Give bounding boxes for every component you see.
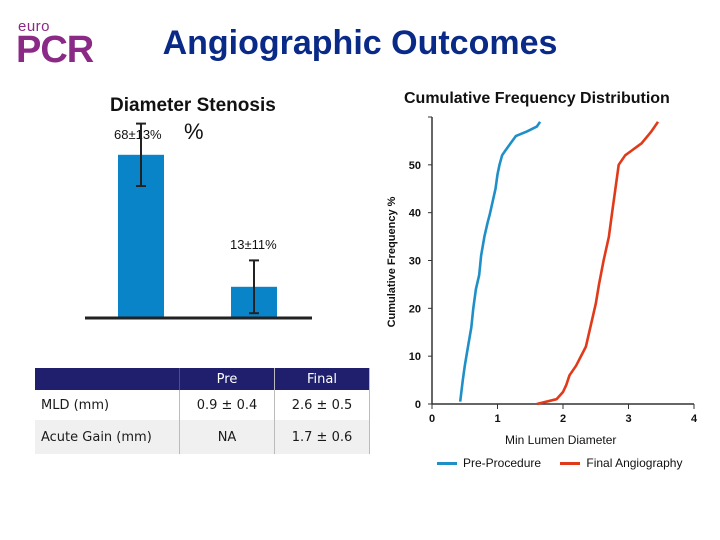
cfd-y-tick-label: 0 [415,399,421,411]
legend-swatch-pre [437,462,457,466]
cfd-y-tick-label: 10 [409,351,421,363]
table-row-label: MLD (mm) [35,390,180,420]
table-header-row: Pre Final [35,368,370,390]
cfd-y-tick-label: 50 [409,160,421,172]
outcomes-table: Pre Final MLD (mm) 0.9 ± 0.4 2.6 ± 0.5 A… [35,368,370,454]
logo-euro-text: euro [18,18,51,35]
legend-label-final: Final Angiography [586,456,683,470]
table-row: Acute Gain (mm) NA 1.7 ± 0.6 [35,420,370,454]
cfd-x-axis-label: Min Lumen Diameter [505,433,617,447]
cfd-x-tick-label: 2 [560,413,566,425]
bar-data-label-pre: 68±13% [114,127,162,142]
table-header-blank [35,368,180,390]
table-header-final: Final [274,368,370,390]
table-header-pre: Pre [179,368,275,390]
table-cell-final: 2.6 ± 0.5 [274,390,370,420]
table-cell-final: 1.7 ± 0.6 [274,420,370,454]
legend-item-pre: Pre-Procedure [437,456,541,470]
table-row: MLD (mm) 0.9 ± 0.4 2.6 ± 0.5 [35,390,370,420]
series-line-pre-procedure [458,121,542,402]
legend-label-pre: Pre-Procedure [463,456,542,470]
table-row-label: Acute Gain (mm) [35,420,180,454]
table-cell-pre: NA [179,420,275,454]
cfd-x-tick-label: 3 [625,413,631,425]
series-line-final-angiography [536,121,660,406]
logo-pcr-text: PCR [16,29,94,71]
cfd-y-tick-label: 30 [409,256,421,268]
legend-swatch-final [560,462,581,466]
cfd-y-tick-label: 20 [409,303,421,315]
cfd-legend: Pre-Procedure Final Angiography [437,456,698,470]
table-cell-pre: 0.9 ± 0.4 [179,390,275,420]
europcr-logo: euro PCR [16,18,106,70]
cfd-chart-title: Cumulative Frequency Distribution [404,90,670,107]
bar-data-label-final: 13±11% [230,237,277,252]
bar-chart-title-unit: % [184,119,204,144]
legend-item-final: Final Angiography [560,456,682,470]
cfd-x-tick-label: 1 [494,413,500,425]
page-title: Angiographic Outcomes [162,24,558,62]
bar-chart-title: Diameter Stenosis [110,95,276,116]
cfd-y-tick-label: 40 [409,208,421,220]
cfd-x-tick-label: 4 [691,413,698,425]
cfd-x-tick-label: 0 [429,413,435,425]
